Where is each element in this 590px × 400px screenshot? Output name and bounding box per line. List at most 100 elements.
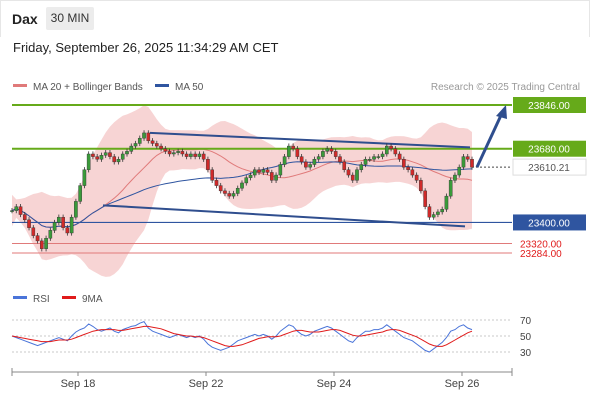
- candle-body: [304, 161, 308, 168]
- ma50-line: [11, 161, 473, 228]
- candle-body: [457, 166, 462, 176]
- candle-body: [189, 153, 193, 157]
- candle-body: [184, 153, 189, 157]
- candle-body: [470, 159, 474, 168]
- ma50-legend-swatch: [155, 84, 169, 87]
- level-label-23846.00: 23846.00: [528, 101, 570, 112]
- candle-body: [252, 169, 257, 176]
- candle-body: [402, 159, 406, 168]
- candle-body: [389, 145, 393, 149]
- candle-body: [414, 174, 419, 181]
- candle-body: [448, 180, 453, 197]
- candle-body: [14, 206, 19, 211]
- candle-body: [282, 156, 287, 165]
- candle-body: [291, 145, 295, 149]
- candle-body: [338, 156, 342, 163]
- forecast-arrow-shaft: [475, 112, 504, 168]
- candle-body: [116, 159, 121, 163]
- rsi-ma-line: [11, 325, 473, 347]
- candle-body: [397, 153, 402, 160]
- candle-body: [129, 145, 134, 152]
- candle-body: [316, 156, 321, 160]
- candle-body: [44, 238, 48, 249]
- timeframe-button[interactable]: 30 MIN: [46, 7, 94, 30]
- level-box-23400.00: [513, 214, 586, 231]
- candle-body: [150, 140, 155, 144]
- candle-body: [40, 240, 44, 249]
- x-tick-label: Sep 22: [189, 378, 224, 390]
- toolbar: Dax 30 MIN: [0, 0, 590, 37]
- candle-body: [163, 148, 168, 152]
- candle-body: [274, 174, 278, 181]
- rsi-tick-label: 50: [520, 332, 532, 343]
- candle-body: [359, 164, 364, 170]
- candle-body: [295, 148, 300, 157]
- rsi-ma-legend-swatch: [62, 296, 76, 299]
- candle-body: [350, 174, 355, 181]
- candle-body: [61, 216, 65, 228]
- candle-body: [82, 169, 87, 186]
- candle-body: [325, 148, 329, 152]
- rsi-tick-label: 30: [520, 348, 532, 359]
- candle-body: [261, 169, 266, 173]
- level-label-23284.00: 23284.00: [520, 249, 562, 260]
- candle-body: [91, 153, 95, 157]
- candle-body: [142, 132, 146, 139]
- candle-body: [172, 152, 176, 155]
- forecast-arrow-head: [496, 105, 507, 119]
- candle-body: [103, 152, 108, 156]
- candle-body: [419, 180, 423, 192]
- candle-body: [461, 156, 466, 168]
- credit-text: Research © 2025 Trading Central: [431, 82, 580, 93]
- timestamp: Friday, September 26, 2025 11:34:29 AM C…: [13, 40, 279, 55]
- candle-body: [180, 151, 185, 155]
- candle-body: [99, 155, 104, 160]
- candle-body: [22, 214, 27, 221]
- candle-body: [218, 185, 223, 192]
- candle-body: [444, 195, 449, 210]
- rsi-ma-legend-label: 9MA: [82, 294, 103, 305]
- candle-body: [155, 143, 159, 147]
- candle-body: [329, 148, 334, 152]
- candle-body: [235, 188, 240, 194]
- candle-body: [159, 145, 163, 149]
- candle-body: [406, 166, 410, 170]
- candle-body: [372, 156, 376, 160]
- candle-body: [133, 143, 138, 147]
- candle-body: [308, 164, 312, 168]
- candle-body: [410, 169, 415, 176]
- rsi-legend-label: RSI: [33, 294, 50, 305]
- candle-body: [380, 153, 385, 157]
- candle-body: [10, 210, 14, 212]
- level-label-23680.00: 23680.00: [528, 145, 570, 156]
- candle-body: [146, 132, 151, 142]
- candle-body: [465, 156, 470, 160]
- candle-body: [453, 174, 457, 181]
- candle-body: [393, 148, 398, 155]
- candle-body: [333, 151, 338, 157]
- candle-body: [436, 211, 440, 215]
- last-price-box: [512, 158, 587, 176]
- candle-body: [363, 159, 368, 165]
- candle-body: [78, 185, 82, 202]
- ma20-legend-swatch: [13, 84, 27, 87]
- candle-body: [423, 190, 427, 207]
- candle-body: [321, 151, 325, 157]
- candle-body: [35, 235, 40, 242]
- candle-body: [342, 161, 347, 170]
- candle-body: [427, 206, 432, 218]
- candle-body: [206, 159, 210, 170]
- candle-body: [27, 219, 31, 228]
- x-tick-label: Sep 24: [317, 378, 352, 390]
- candle-body: [385, 145, 389, 155]
- candle-body: [257, 169, 261, 173]
- last-price-label: 23610.21: [528, 163, 570, 174]
- candle-body: [431, 214, 436, 218]
- candle-body: [376, 156, 381, 158]
- ma50-legend-label: MA 50: [175, 82, 204, 93]
- candle-body: [52, 222, 57, 231]
- level-label-23320.00: 23320.00: [520, 240, 562, 251]
- candle-body: [86, 153, 91, 170]
- rsi-legend-swatch: [13, 296, 27, 299]
